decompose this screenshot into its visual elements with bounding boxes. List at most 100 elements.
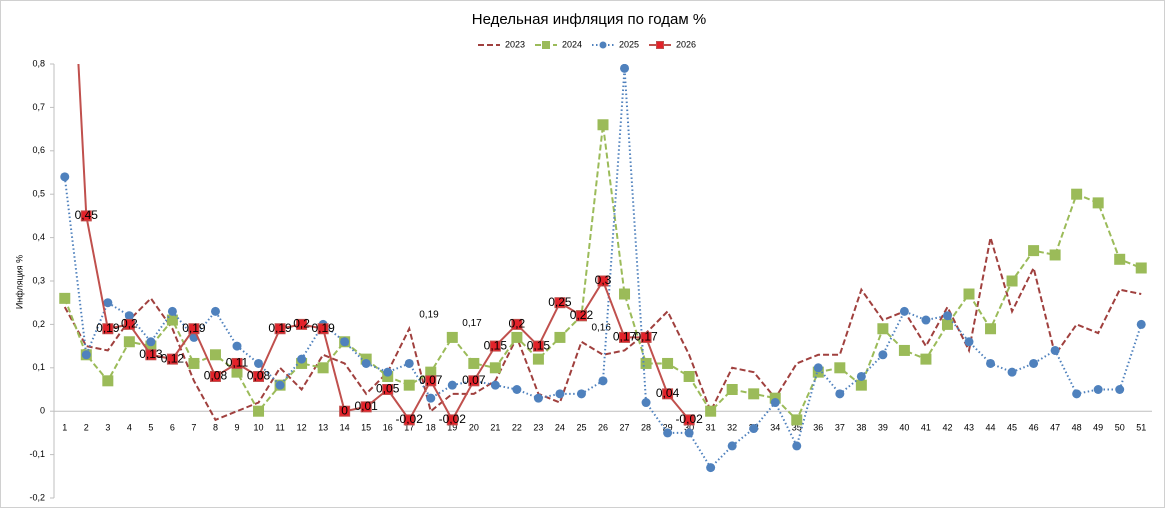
point [446,331,458,343]
point [554,297,566,309]
point [985,323,997,335]
data-label: -0,02 [396,412,424,426]
data-label: 0,19 [419,309,439,320]
x-tick-label: 25 [576,423,586,433]
point [920,353,932,365]
point [683,370,695,382]
x-tick-label: 30 [684,423,694,433]
point [1071,188,1083,200]
x-tick-label: 39 [878,423,888,433]
point [124,311,134,321]
x-tick-label: 27 [620,423,630,433]
point [511,331,523,343]
point [640,331,652,343]
x-tick-label: 10 [254,423,264,433]
point [209,349,221,361]
data-label: 0,19 [268,321,292,335]
x-tick-label: 37 [835,423,845,433]
point [1029,358,1039,368]
point [899,306,909,316]
point [834,362,846,374]
x-tick-label: 42 [942,423,952,433]
point [145,349,157,361]
chart-title: Недельная инфляция по годам % [472,11,706,28]
point [340,337,350,347]
x-tick-label: 7 [191,423,196,433]
x-tick-label: 38 [856,423,866,433]
data-label: 0,05 [376,382,400,396]
x-tick-label: 41 [921,423,931,433]
x-tick-label: 48 [1072,423,1082,433]
y-tick-label: -0,1 [29,449,45,459]
point [403,414,415,426]
data-label: 0,3 [595,273,612,287]
x-tick-label: 3 [105,423,110,433]
point [102,323,114,335]
x-tick-label: 21 [490,423,500,433]
x-tick-label: 50 [1115,423,1125,433]
point [360,401,372,413]
data-label: 0,19 [311,321,335,335]
point [166,353,178,365]
y-tick-label: 0,2 [32,319,45,329]
legend-marker [599,41,607,49]
point [426,393,436,403]
y-tick-label: 0,7 [32,102,45,112]
point [490,380,500,390]
data-label: 0,22 [570,308,594,322]
x-tick-label: 23 [533,423,543,433]
point [1115,385,1125,394]
point [1136,319,1146,329]
data-label: 0,2 [509,317,526,331]
point [555,389,565,399]
x-tick-label: 8 [213,423,218,433]
data-label: 0,16 [591,322,611,333]
point [210,306,220,316]
point [209,370,221,382]
data-label: 0,2 [293,317,310,331]
point [986,358,996,368]
x-tick-label: 45 [1007,423,1017,433]
point [597,119,609,131]
point [188,357,200,369]
point [166,314,178,326]
series-line [63,237,1142,422]
point [80,210,92,222]
x-tick-label: 17 [404,423,414,433]
point [511,318,523,330]
x-tick-label: 22 [512,423,522,433]
x-tick-label: 19 [447,423,457,433]
point [232,341,242,351]
data-label: 0,17 [634,330,658,344]
point [598,376,608,386]
point [878,350,888,360]
point [339,405,351,417]
point [620,64,630,73]
point [102,375,114,387]
data-label: 0,07 [419,373,443,387]
point [942,311,952,321]
point [382,384,394,395]
x-tick-label: 12 [297,423,307,433]
legend-label: 2023 [505,39,525,49]
point [963,288,975,300]
point [103,298,113,308]
y-tick-label: 0,5 [32,189,45,199]
point [684,428,694,438]
point [167,306,177,316]
point [60,172,70,182]
point [123,336,135,348]
y-tick-label: 0,3 [32,275,45,285]
y-tick-label: 0,1 [32,362,45,372]
point [1114,253,1126,265]
point [489,340,501,352]
data-label: 0,08 [247,369,271,383]
point [1050,345,1060,355]
legend-label: 2026 [676,39,696,49]
point [554,331,566,343]
point [770,398,780,408]
x-tick-label: 28 [641,423,651,433]
x-tick-label: 49 [1093,423,1103,433]
point [403,379,415,391]
